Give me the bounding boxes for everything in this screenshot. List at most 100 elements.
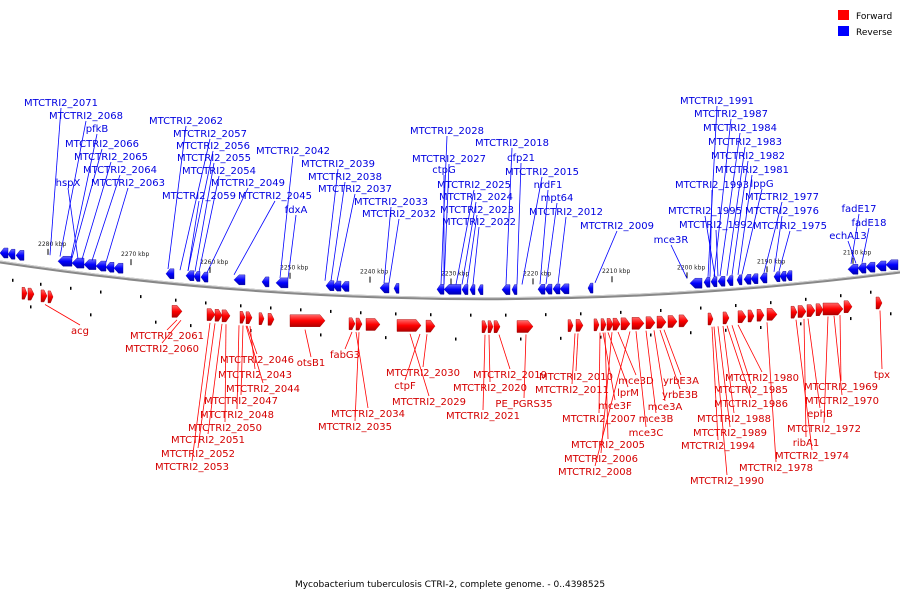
reverse-gene-label: MTCTRI2_2057	[173, 129, 247, 140]
reverse-gene-label: MTCTRI2_1992	[679, 220, 753, 231]
boundary-mark	[90, 313, 92, 317]
legend-label-forward: Forward	[856, 12, 892, 22]
forward-gene-arrow	[593, 318, 600, 332]
reverse-gene-arrow	[340, 281, 350, 292]
reverse-gene-label: MTCTRI2_2045	[238, 191, 312, 202]
forward-gene-arrow	[612, 317, 621, 331]
boundary-mark	[190, 324, 192, 328]
reverse-gene-arrow	[95, 260, 107, 272]
reverse-gene-label: MTCTRI2_2024	[439, 192, 513, 203]
forward-gene-leader	[44, 304, 81, 326]
forward-gene-arrow	[245, 311, 253, 324]
forward-gene-arrow	[396, 319, 422, 332]
forward-gene-leader	[731, 325, 752, 385]
reverse-gene-arrow	[105, 262, 115, 273]
boundary-mark	[140, 295, 142, 299]
forward-gene-arrow	[21, 287, 28, 300]
reverse-gene-leader	[847, 240, 857, 264]
reverse-gene-leader	[179, 138, 211, 271]
forward-gene-leader	[304, 329, 312, 358]
map-caption: Mycobacterium tuberculosis CTRI-2, compl…	[295, 580, 605, 590]
boundary-mark	[320, 333, 322, 337]
forward-gene-leader	[594, 331, 631, 467]
forward-gene-arrow	[822, 302, 844, 316]
reverse-gene-arrow	[461, 284, 469, 295]
reverse-gene-arrow	[83, 259, 97, 270]
reverse-gene-arrow	[261, 276, 270, 288]
reverse-gene-leader	[737, 174, 753, 275]
reverse-gene-label: MTCTRI2_1981	[715, 165, 789, 176]
reverse-gene-arrow	[750, 273, 759, 284]
reverse-gene-leader	[330, 181, 346, 282]
forward-gene-label: MTCTRI2_1989	[693, 428, 767, 439]
forward-gene-leader	[354, 332, 360, 422]
forward-gene-label: mce3A	[648, 402, 683, 413]
scale-tick-label: 2260 kbp	[200, 259, 228, 266]
reverse-gene-arrow	[847, 264, 859, 275]
forward-gene-leader	[488, 334, 491, 383]
reverse-gene-label: MTCTRI2_1977	[745, 192, 819, 203]
reverse-gene-arrow	[443, 284, 462, 295]
forward-gene-label: MTCTRI2_2029	[392, 397, 466, 408]
forward-gene-label: MTCTRI2_2048	[200, 410, 274, 421]
forward-gene-leader	[722, 325, 735, 414]
forward-gene-labels: acgMTCTRI2_2061MTCTRI2_2060otsB1MTCTRI2_…	[44, 304, 890, 487]
reverse-gene-label: fdxA	[285, 205, 308, 216]
boundary-mark	[650, 333, 652, 337]
boundary-mark	[155, 320, 157, 324]
reverse-gene-leader	[741, 188, 763, 275]
forward-gene-label: PE_PGRS35	[495, 399, 552, 410]
forward-gene-arrow	[875, 296, 883, 310]
forward-gene-arrow	[221, 309, 231, 323]
scale-tick-label: 2270 kbp	[121, 251, 149, 258]
reverse-gene-leader	[67, 187, 79, 259]
reverse-gene-arrow	[865, 262, 876, 273]
reverse-gene-label: MTCTRI2_2055	[177, 153, 251, 164]
reverse-gene-label: MTCTRI2_2049	[211, 178, 285, 189]
reverse-gene-arrow	[559, 283, 570, 295]
reverse-gene-label: MTCTRI2_1983	[708, 137, 782, 148]
reverse-gene-label: MTCTRI2_1995	[668, 206, 742, 217]
reverse-gene-label: mce3R	[654, 235, 689, 246]
forward-gene-leader	[726, 325, 752, 399]
reverse-gene-arrow	[537, 284, 546, 295]
forward-gene-label: ctpF	[394, 381, 416, 392]
forward-gene-label: otsB1	[297, 358, 325, 369]
forward-gene-leader	[711, 326, 719, 441]
reverse-gene-label: MTCTRI2_2068	[49, 111, 123, 122]
forward-gene-leader	[498, 334, 511, 370]
reverse-gene-arrow	[717, 276, 726, 287]
forward-gene-arrow	[40, 289, 48, 303]
reverse-gene-leader	[861, 227, 870, 263]
forward-gene-arrow	[575, 319, 584, 332]
reverse-gene-arrow	[875, 260, 887, 272]
forward-gene-leader	[207, 323, 223, 435]
reverse-gene-label: hspX	[56, 178, 81, 189]
forward-gene-label: MTCTRI2_1980	[725, 373, 799, 384]
reverse-gene-arrow	[759, 272, 768, 284]
boundary-mark	[805, 297, 807, 301]
forward-gene-label: MTCTRI2_2006	[564, 454, 638, 465]
forward-gene-label: MTCTRI2_1986	[714, 399, 788, 410]
reverse-strand-genes	[0, 247, 899, 295]
reverse-gene-leader	[707, 105, 718, 278]
reverse-gene-label: MTCTRI2_2028	[410, 126, 484, 137]
forward-gene-leader	[737, 324, 763, 373]
boundary-mark	[175, 298, 177, 302]
reverse-gene-leader	[709, 189, 713, 277]
forward-gene-arrow	[606, 318, 614, 331]
forward-gene-leader	[600, 332, 613, 454]
reverse-gene-leader	[545, 202, 558, 285]
forward-gene-arrow	[267, 313, 275, 326]
reverse-gene-label: MTCTRI2_2032	[362, 209, 436, 220]
boundary-mark	[395, 312, 397, 316]
forward-gene-arrow	[645, 316, 656, 329]
forward-gene-arrow	[47, 290, 54, 304]
reverse-gene-arrow	[193, 271, 201, 282]
reverse-gene-label: MTCTRI2_2071	[24, 98, 98, 109]
reverse-gene-arrow	[710, 276, 718, 288]
reverse-gene-arrow	[552, 283, 561, 295]
reverse-gene-leader	[704, 215, 716, 277]
reverse-gene-leader	[206, 187, 249, 273]
